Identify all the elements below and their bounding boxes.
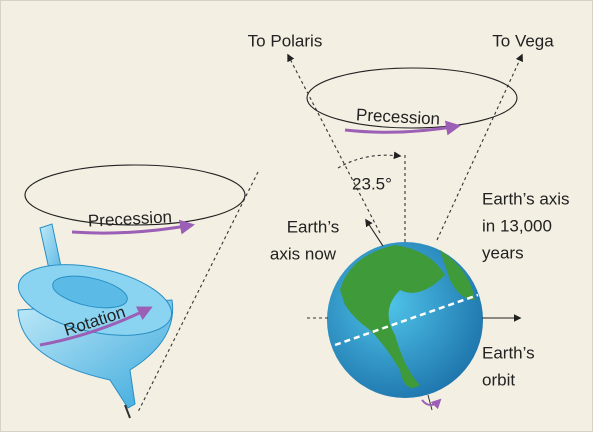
cone-line: [137, 171, 259, 413]
polaris-label: To Polaris: [248, 31, 323, 50]
axis-future-label: years: [482, 243, 524, 262]
spinning-top: Precession Rotation: [17, 164, 259, 419]
precession-label: Precession: [87, 207, 172, 230]
orbit-label: orbit: [482, 370, 515, 389]
rotation-arrow: [421, 398, 442, 410]
precession-arrow: [344, 120, 461, 136]
axis-now-label: Earth’s: [287, 217, 340, 236]
precession-circle: [306, 67, 518, 129]
axis-now-label: axis now: [270, 244, 337, 263]
angle-label: 23.5°: [352, 174, 392, 193]
vega-line: [436, 53, 523, 241]
angle-arc: [337, 151, 402, 169]
precession-circle: [24, 164, 246, 226]
precession-arrow: [71, 219, 195, 235]
continent: [440, 250, 475, 300]
top-tip: [124, 404, 131, 419]
axis-future-label: in 13,000: [482, 216, 552, 235]
precession-label: Precession: [356, 105, 441, 128]
orbit-label: Earth’s: [482, 343, 535, 362]
equator: [334, 293, 479, 347]
axis-future-label: Earth’s axis: [482, 189, 570, 208]
continent: [340, 245, 445, 388]
vega-label: To Vega: [492, 31, 554, 50]
rotation-arrow: [39, 306, 153, 347]
earth-diagram: Precession To Polaris To Vega 23.5° Eart…: [248, 31, 570, 411]
top-hub: [52, 275, 128, 309]
axis-now-arrow: [365, 218, 384, 247]
